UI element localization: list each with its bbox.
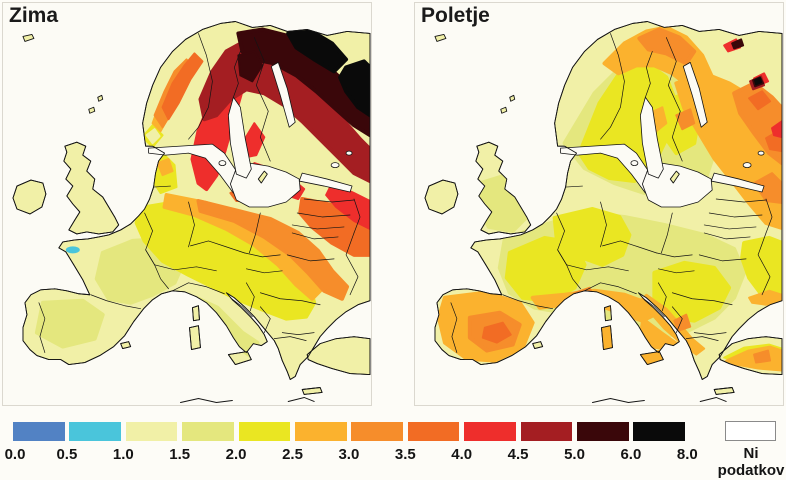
legend-swatch <box>295 422 347 441</box>
legend-swatch <box>407 422 460 441</box>
map-zima <box>3 3 371 403</box>
legend-swatch <box>351 422 403 441</box>
legend-boundary-label: 1.5 <box>169 446 191 463</box>
brittany-cool-spot <box>65 246 80 254</box>
legend-swatch <box>464 422 516 441</box>
legend-boundary-label: 2.0 <box>225 446 247 463</box>
legend-swatch <box>69 422 121 441</box>
legend-boundary-label: 6.0 <box>620 446 642 463</box>
legend-swatch <box>13 422 65 441</box>
legend-swatch <box>182 422 234 441</box>
legend-boundary-label: 0.0 <box>4 446 26 463</box>
legend-boundary-label: 3.5 <box>394 446 416 463</box>
legend-swatch <box>238 422 291 441</box>
legend-boundary-label: 0.5 <box>56 446 78 463</box>
no-data-swatch <box>725 421 776 441</box>
legend-boundary-label: 4.0 <box>451 446 473 463</box>
zima-title: Zima <box>9 4 59 27</box>
legend-boundary-label: 1.0 <box>112 446 134 463</box>
legend-boundary-label: 8.0 <box>676 446 698 463</box>
legend-boundary-label: 3.0 <box>338 446 360 463</box>
legend-boundary-label: 2.5 <box>282 446 303 463</box>
poletje-temperature-fields <box>436 25 783 372</box>
poletje-title: Poletje <box>421 4 490 27</box>
legend-swatch <box>633 422 685 441</box>
legend-swatch <box>520 422 573 441</box>
panel-poletje: Poletje <box>414 2 784 406</box>
legend-boundary-label: 5.0 <box>564 446 585 463</box>
color-scale-legend: 0.0 0.5 1.0 1.5 2.0 2.5 3.0 3.5 4.0 4.5 5.0 6.0 8.0 … <box>0 421 786 480</box>
legend-swatch <box>125 422 178 441</box>
legend-boundary-label: 4.5 <box>507 446 529 463</box>
zima-temperature-fields <box>34 27 371 357</box>
map-poletje <box>415 3 783 403</box>
panel-zima: Zima <box>2 2 372 406</box>
no-data-label: Ni podatkov <box>717 445 785 480</box>
legend-swatch <box>577 422 629 441</box>
